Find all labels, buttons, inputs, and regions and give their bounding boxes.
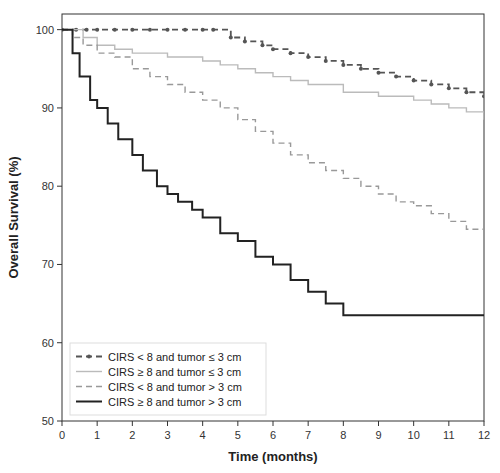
y-axis: 50 60 70 80 90 100 <box>36 24 62 427</box>
curve-point <box>359 67 363 71</box>
x-tick-label: 3 <box>164 429 170 441</box>
x-tick <box>448 421 449 426</box>
x-tick-label: 5 <box>235 429 241 441</box>
y-tick-label: 100 <box>36 24 54 36</box>
x-tick-label: 7 <box>305 429 311 441</box>
curve-point <box>166 28 170 32</box>
legend-label: CIRS ≥ 8 and tumor ≤ 3 cm <box>108 366 241 378</box>
x-tick <box>413 421 414 426</box>
legend-swatch <box>76 401 102 403</box>
x-tick-label: 6 <box>270 429 276 441</box>
legend-label: CIRS ≥ 8 and tumor > 3 cm <box>108 396 242 408</box>
y-axis-label: Overall Survival (%) <box>6 156 21 278</box>
curve-point <box>183 28 187 32</box>
curve-point <box>243 39 247 43</box>
x-tick-label: 2 <box>129 429 135 441</box>
curve-point <box>394 75 398 79</box>
x-tick <box>202 421 203 426</box>
curve-point <box>271 47 275 51</box>
y-tick-label: 80 <box>42 180 54 192</box>
x-tick-label: 8 <box>340 429 346 441</box>
curve-point <box>447 86 451 90</box>
x-tick <box>308 421 309 426</box>
legend-label: CIRS < 8 and tumor ≤ 3 cm <box>108 351 242 363</box>
x-tick-label: 12 <box>478 429 490 441</box>
x-tick <box>273 421 274 426</box>
x-tick <box>343 421 344 426</box>
curve-point <box>289 51 293 55</box>
x-tick-label: 0 <box>59 429 65 441</box>
x-tick-label: 9 <box>375 429 381 441</box>
legend-swatch <box>76 371 102 372</box>
x-tick-label: 1 <box>94 429 100 441</box>
survival-curve <box>62 30 484 120</box>
curve-point <box>260 43 264 47</box>
curve-point <box>341 63 345 67</box>
x-axis-label: Time (months) <box>228 449 317 464</box>
curve-point <box>211 28 215 32</box>
curve-point <box>412 79 416 83</box>
legend-label: CIRS < 8 and tumor > 3 cm <box>108 381 242 393</box>
y-tick-label: 60 <box>42 337 54 349</box>
legend-box <box>70 343 266 415</box>
curve-point <box>429 82 433 86</box>
x-tick <box>97 421 98 426</box>
plot-area <box>62 28 484 316</box>
y-tick <box>57 29 62 30</box>
curve-point <box>95 28 99 32</box>
x-tick-label: 10 <box>408 429 420 441</box>
x-tick <box>62 421 63 426</box>
legend: CIRS < 8 and tumor ≤ 3 cm CIRS ≥ 8 and tu… <box>70 343 266 415</box>
curve-point <box>324 59 328 63</box>
x-tick <box>484 421 485 426</box>
chart: 01234567891011125060708090100Time (month… <box>0 0 500 473</box>
x-tick <box>237 421 238 426</box>
y-tick <box>57 186 62 187</box>
y-tick-label: 70 <box>42 258 54 270</box>
y-tick <box>57 421 62 422</box>
x-tick-label: 11 <box>443 429 454 441</box>
survival-curve <box>62 30 484 316</box>
curve-point <box>201 28 205 32</box>
x-tick-label: 4 <box>200 429 206 441</box>
curve-point <box>148 28 152 32</box>
curve-point <box>113 28 117 32</box>
y-tick-label: 50 <box>42 415 54 427</box>
x-tick <box>132 421 133 426</box>
curve-point <box>464 90 468 94</box>
y-tick-label: 90 <box>42 102 54 114</box>
curve-point <box>130 28 134 32</box>
y-tick <box>57 342 62 343</box>
curve-point <box>482 94 484 98</box>
curve-point <box>306 55 310 59</box>
legend-swatch <box>76 386 102 387</box>
y-tick <box>57 264 62 265</box>
curve-point <box>377 71 381 75</box>
x-axis: 0123456789101112 <box>59 421 490 441</box>
x-tick <box>378 421 379 426</box>
survival-curve <box>62 30 484 97</box>
plot-frame <box>62 14 484 421</box>
x-tick <box>167 421 168 426</box>
survival-curve <box>62 30 484 237</box>
legend-marker <box>87 355 91 359</box>
curve-point <box>229 35 233 39</box>
curve-point <box>85 28 89 32</box>
y-tick <box>57 107 62 108</box>
